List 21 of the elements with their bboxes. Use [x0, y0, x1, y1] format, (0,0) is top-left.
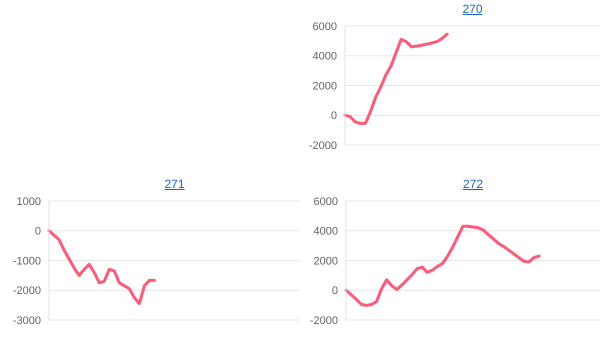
y-tick-label: 2000 — [314, 255, 338, 268]
y-tick-label: -3000 — [12, 314, 41, 327]
line-series — [344, 224, 541, 307]
y-tick-label: 4000 — [314, 226, 338, 238]
y-tick-label: -2000 — [12, 285, 41, 298]
chart-title: 272 — [462, 177, 484, 191]
y-tick-label: 0 — [330, 110, 337, 122]
y-tick-label: 0 — [332, 285, 338, 298]
line-series — [48, 229, 156, 306]
chart-title: 271 — [163, 177, 186, 191]
y-tick-label: 2000 — [312, 80, 337, 92]
y-tick-label: 6000 — [314, 196, 338, 208]
chart-title: 270 — [461, 2, 484, 16]
y-tick-label: 4000 — [312, 50, 337, 63]
y-tick-label: -1000 — [12, 255, 41, 268]
y-tick-label: 0 — [34, 226, 41, 238]
y-tick-label: -2000 — [308, 140, 337, 152]
y-tick-label: 1000 — [16, 196, 41, 208]
line-series — [344, 32, 448, 125]
y-tick-label: -2000 — [310, 314, 338, 327]
y-tick-label: 6000 — [312, 20, 337, 33]
